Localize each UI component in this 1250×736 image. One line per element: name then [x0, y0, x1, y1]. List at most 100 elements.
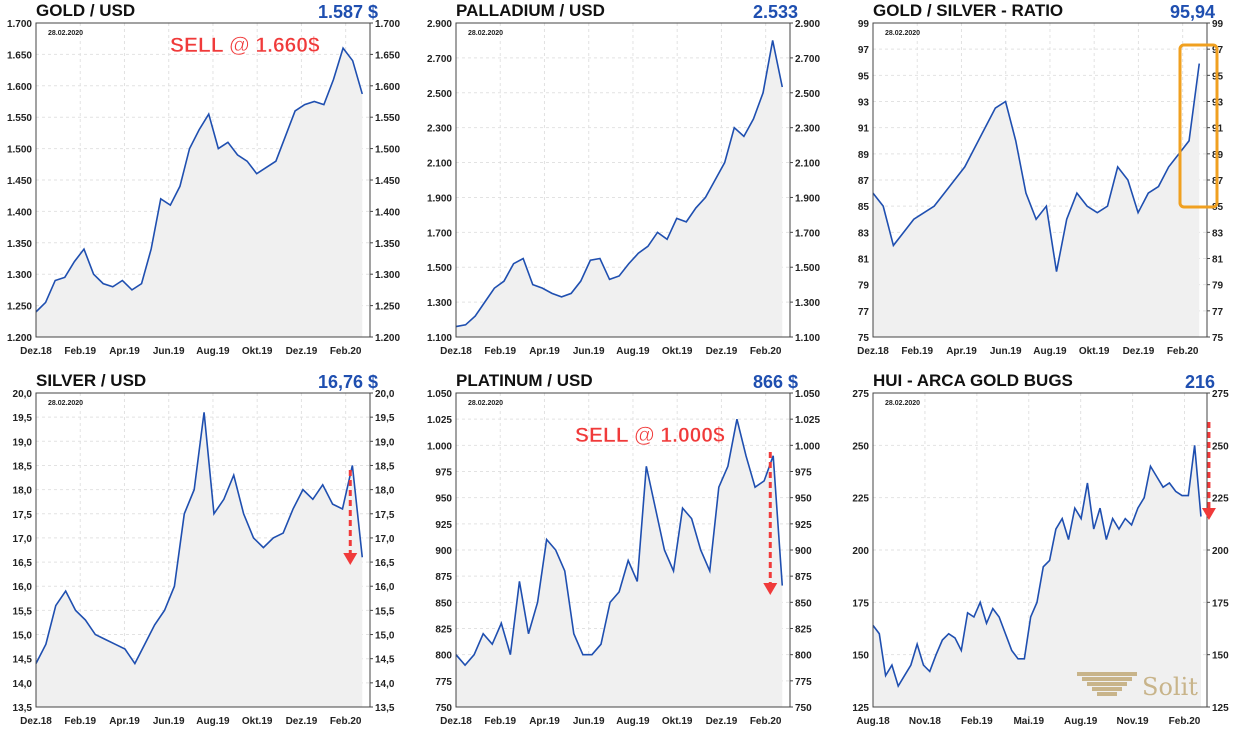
y-tick-right: 1.300 — [795, 298, 820, 309]
y-tick-right: 2.500 — [795, 89, 820, 100]
y-tick-right: 1.550 — [375, 113, 400, 124]
x-tick-label: Dez.18 — [20, 346, 52, 357]
x-tick-label: Dez.18 — [20, 716, 52, 727]
y-tick-left: 1.650 — [7, 50, 32, 61]
y-tick-right: 1.700 — [375, 19, 400, 30]
y-tick-right: 75 — [1212, 333, 1224, 344]
y-tick-left: 19,0 — [13, 437, 33, 448]
y-tick-left: 1.300 — [7, 270, 32, 281]
y-tick-right: 1.000 — [795, 441, 820, 452]
y-tick-left: 83 — [858, 228, 870, 239]
last-value: 1.587 $ — [318, 2, 378, 22]
x-tick-label: Feb.19 — [64, 346, 96, 357]
x-tick-label: Aug.19 — [616, 716, 650, 727]
y-tick-left: 20,0 — [13, 389, 33, 400]
y-tick-right: 950 — [795, 494, 812, 505]
x-tick-label: Okt.19 — [242, 716, 273, 727]
y-tick-right: 175 — [1212, 598, 1229, 609]
last-value: 216 — [1185, 372, 1215, 392]
y-tick-left: 200 — [852, 546, 869, 557]
y-tick-left: 81 — [858, 255, 870, 266]
y-tick-right: 18,0 — [375, 486, 395, 497]
y-tick-right: 1.450 — [375, 176, 400, 187]
y-tick-right: 1.250 — [375, 302, 400, 313]
y-tick-left: 900 — [435, 546, 452, 557]
y-tick-right: 15,5 — [375, 606, 395, 617]
y-tick-left: 18,5 — [13, 461, 33, 472]
x-tick-label: Okt.19 — [242, 346, 273, 357]
y-tick-right: 1.200 — [375, 333, 400, 344]
y-tick-right: 19,5 — [375, 413, 395, 424]
y-tick-left: 14,5 — [13, 655, 33, 666]
x-tick-label: Dez.19 — [706, 716, 738, 727]
y-tick-left: 825 — [435, 625, 452, 636]
y-tick-right: 900 — [795, 546, 812, 557]
y-tick-right: 2.700 — [795, 54, 820, 65]
chart-date: 28.02.2020 — [468, 400, 503, 407]
x-tick-label: Feb.20 — [750, 346, 782, 357]
x-tick-label: Dez.19 — [286, 346, 318, 357]
area-fill — [456, 40, 782, 337]
x-tick-label: Dez.18 — [440, 716, 472, 727]
y-tick-left: 1.500 — [7, 145, 32, 156]
y-tick-right: 275 — [1212, 389, 1229, 400]
area-fill — [873, 445, 1201, 707]
x-tick-label: Feb.20 — [1169, 716, 1201, 727]
y-tick-left: 275 — [852, 389, 869, 400]
x-tick-label: Feb.20 — [330, 716, 362, 727]
y-tick-left: 1.000 — [427, 441, 452, 452]
y-tick-left: 75 — [858, 333, 870, 344]
y-tick-left: 1.100 — [427, 333, 452, 344]
chart-date: 28.02.2020 — [48, 400, 83, 407]
chart-date: 28.02.2020 — [48, 30, 83, 37]
y-tick-right: 14,0 — [375, 679, 395, 690]
y-tick-left: 800 — [435, 651, 452, 662]
y-tick-right: 200 — [1212, 546, 1229, 557]
y-tick-right: 800 — [795, 651, 812, 662]
x-tick-label: Feb.19 — [64, 716, 96, 727]
x-tick-label: Apr.19 — [529, 346, 560, 357]
y-tick-left: 13,5 — [13, 703, 33, 714]
y-tick-left: 1.025 — [427, 415, 452, 426]
x-tick-label: Feb.19 — [901, 346, 933, 357]
y-tick-right: 18,5 — [375, 461, 395, 472]
y-tick-right: 1.100 — [795, 333, 820, 344]
y-tick-left: 850 — [435, 598, 452, 609]
x-tick-label: Jun.19 — [573, 346, 605, 357]
y-tick-right: 1.900 — [795, 193, 820, 204]
y-tick-right: 150 — [1212, 651, 1229, 662]
x-tick-label: Jun.19 — [153, 346, 185, 357]
y-tick-left: 1.250 — [7, 302, 32, 313]
y-tick-left: 17,5 — [13, 510, 33, 521]
area-fill — [36, 48, 362, 337]
sell-annotation: SELL @ 1.000$ — [575, 424, 725, 447]
x-tick-label: Dez.19 — [1123, 346, 1155, 357]
y-tick-left: 750 — [435, 703, 452, 714]
chart-title: GOLD / SILVER - RATIO — [873, 1, 1063, 20]
y-tick-left: 1.050 — [427, 389, 452, 400]
y-tick-right: 1.300 — [375, 270, 400, 281]
y-tick-left: 2.500 — [427, 89, 452, 100]
y-tick-left: 1.700 — [427, 228, 452, 239]
logo-text: Solit — [1142, 673, 1198, 701]
y-tick-right: 2.900 — [795, 19, 820, 30]
y-tick-right: 79 — [1212, 281, 1224, 292]
y-tick-left: 97 — [858, 45, 870, 56]
x-tick-label: Okt.19 — [662, 716, 693, 727]
x-tick-label: Apr.19 — [529, 716, 560, 727]
y-tick-left: 1.700 — [7, 19, 32, 30]
y-tick-right: 750 — [795, 703, 812, 714]
y-tick-right: 19,0 — [375, 437, 395, 448]
y-tick-left: 950 — [435, 494, 452, 505]
x-tick-label: Feb.20 — [750, 716, 782, 727]
y-tick-left: 16,0 — [13, 582, 33, 593]
x-tick-label: Aug.19 — [196, 346, 230, 357]
y-tick-left: 18,0 — [13, 486, 33, 497]
y-tick-right: 1.600 — [375, 82, 400, 93]
y-tick-left: 125 — [852, 703, 869, 714]
